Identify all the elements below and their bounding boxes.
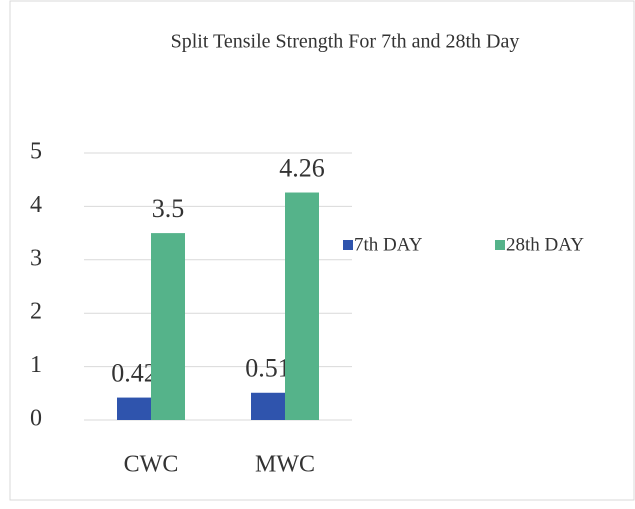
y-tick-label: 1 <box>30 352 42 378</box>
x-tick-label: CWC <box>124 452 179 478</box>
bar <box>285 192 319 420</box>
x-tick-label: MWC <box>255 452 315 478</box>
legend-swatch <box>495 240 505 250</box>
value-label: 3.5 <box>152 194 185 223</box>
bar <box>117 397 151 420</box>
value-label: 0.51 <box>245 354 291 383</box>
legend-label: 7th DAY <box>354 234 423 255</box>
legend-label: 28th DAY <box>506 234 584 255</box>
value-label: 0.42 <box>111 359 157 388</box>
chart-border <box>9 0 635 501</box>
bar <box>251 392 285 420</box>
bar <box>151 233 185 420</box>
value-label: 4.26 <box>279 153 325 182</box>
y-tick-label: 0 <box>30 406 42 432</box>
y-tick-label: 5 <box>30 139 42 165</box>
y-tick-label: 2 <box>30 299 42 325</box>
y-tick-label: 4 <box>30 192 42 218</box>
legend-swatch <box>343 240 353 250</box>
chart-title: Split Tensile Strength For 7th and 28th … <box>171 31 520 53</box>
y-tick-label: 3 <box>30 245 42 271</box>
